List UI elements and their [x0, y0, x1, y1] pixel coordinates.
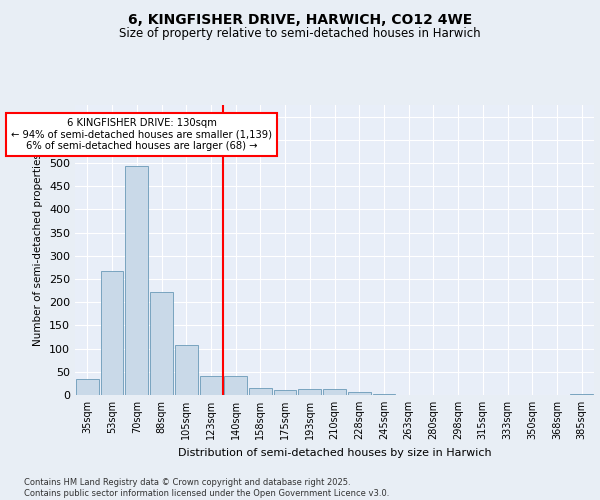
Bar — [323, 389, 346, 395]
Text: Size of property relative to semi-detached houses in Harwich: Size of property relative to semi-detach… — [119, 28, 481, 40]
Text: 6, KINGFISHER DRIVE, HARWICH, CO12 4WE: 6, KINGFISHER DRIVE, HARWICH, CO12 4WE — [128, 12, 472, 26]
Bar — [249, 388, 272, 395]
Bar — [224, 376, 247, 395]
Bar — [570, 394, 593, 395]
Text: Contains HM Land Registry data © Crown copyright and database right 2025.
Contai: Contains HM Land Registry data © Crown c… — [24, 478, 389, 498]
Bar — [348, 392, 371, 395]
Bar — [101, 270, 124, 395]
Bar — [298, 389, 321, 395]
X-axis label: Distribution of semi-detached houses by size in Harwich: Distribution of semi-detached houses by … — [178, 448, 491, 458]
Bar — [373, 394, 395, 395]
Bar — [76, 379, 99, 395]
Text: 6 KINGFISHER DRIVE: 130sqm
← 94% of semi-detached houses are smaller (1,139)
6% : 6 KINGFISHER DRIVE: 130sqm ← 94% of semi… — [11, 118, 272, 151]
Bar — [125, 166, 148, 395]
Bar — [274, 390, 296, 395]
Bar — [150, 292, 173, 395]
Bar — [175, 345, 197, 395]
Y-axis label: Number of semi-detached properties: Number of semi-detached properties — [34, 154, 43, 346]
Bar — [200, 376, 222, 395]
